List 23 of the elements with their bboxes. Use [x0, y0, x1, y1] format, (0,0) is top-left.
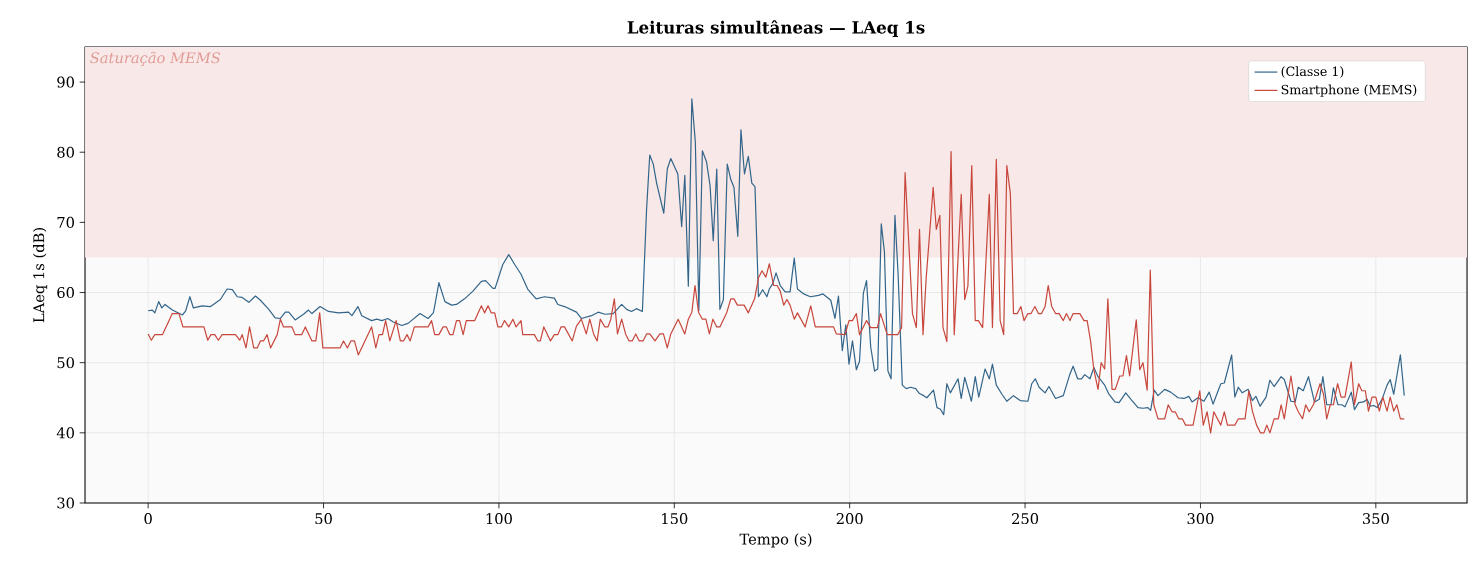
y-tick-label: 40 — [56, 427, 74, 439]
legend-label: (Classe 1) — [1281, 66, 1344, 78]
x-tick-label: 350 — [1362, 513, 1389, 525]
x-tick-label: 100 — [486, 513, 512, 525]
x-tick-label: 50 — [315, 513, 332, 525]
x-tick-label: 150 — [662, 513, 688, 525]
y-tick-label: 60 — [57, 286, 74, 299]
y-axis-title: LAeq 1s (dB) — [32, 228, 48, 323]
y-tick-label: 80 — [57, 146, 74, 158]
x-axis-title: Tempo (s) — [739, 533, 812, 548]
x-tick-label: 300 — [1187, 513, 1214, 525]
y-tick-label: 50 — [57, 357, 74, 369]
band-label: Saturação MEMS — [90, 51, 221, 66]
y-tick-label: 90 — [57, 76, 74, 88]
y-tick-label: 30 — [57, 497, 74, 509]
line-series — [147, 98, 1405, 416]
x-tick-label: 0 — [144, 513, 152, 525]
x-tick-label: 250 — [1012, 513, 1039, 525]
line-series — [147, 150, 1405, 434]
legend-label: Smartphone (MEMS) — [1281, 84, 1417, 97]
chart-title: Leituras simultâneas — LAeq 1s — [627, 20, 925, 37]
x-tick-label: 200 — [836, 513, 863, 525]
y-tick-label: 70 — [57, 216, 74, 228]
